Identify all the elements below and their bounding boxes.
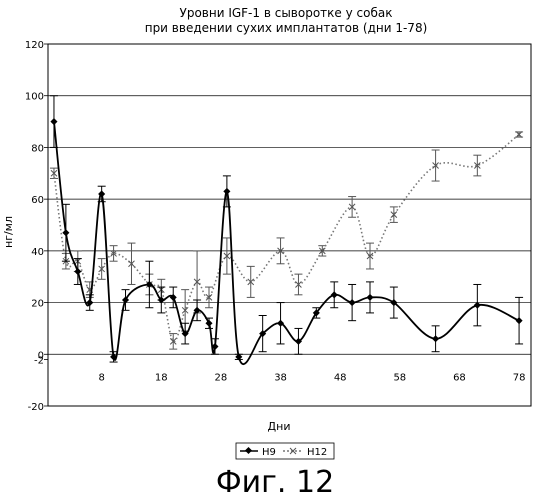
x-axis-ticks: 8 18 28 38 48 58 68 78 bbox=[98, 372, 525, 383]
plot-area bbox=[48, 44, 531, 406]
y-tick-label: 40 bbox=[31, 247, 44, 258]
data-point-h9 bbox=[62, 229, 69, 236]
y-axis-ticks: -20-2020406080100120 bbox=[25, 40, 48, 413]
x-tick-label: 78 bbox=[513, 372, 526, 383]
x-tick-label: 38 bbox=[274, 372, 287, 383]
series-h9 bbox=[50, 96, 523, 364]
y-tick-label: 80 bbox=[31, 143, 44, 154]
x-tick-label: 68 bbox=[453, 372, 466, 383]
x-tick-label: 18 bbox=[155, 372, 168, 383]
y-tick-label: -20 bbox=[28, 402, 44, 413]
data-point-h9 bbox=[74, 268, 81, 275]
y-axis-label: нг/мл bbox=[2, 216, 15, 248]
y-tick-label: 60 bbox=[31, 195, 44, 206]
x-tick-label: 28 bbox=[215, 372, 228, 383]
chart-title-line1: Уровни IGF-1 в сыворотке у собак bbox=[180, 6, 393, 20]
x-tick-label: 48 bbox=[334, 372, 347, 383]
figure-caption: Фиг. 12 bbox=[216, 465, 334, 499]
data-point-h9 bbox=[331, 291, 338, 298]
series-line-h9 bbox=[54, 122, 519, 365]
y-tick-label: 20 bbox=[31, 299, 44, 310]
data-point-h9 bbox=[349, 299, 356, 306]
chart-title-line2: при введении сухих имплантатов (дни 1-78… bbox=[145, 21, 428, 35]
data-point-h9 bbox=[516, 317, 523, 324]
x-tick-label: 58 bbox=[393, 372, 406, 383]
series-layer bbox=[50, 96, 523, 364]
data-point-h9 bbox=[223, 188, 230, 195]
y-tick-label: 0 bbox=[38, 350, 44, 361]
gridlines bbox=[48, 44, 531, 354]
data-point-h9 bbox=[205, 320, 212, 327]
data-point-h9 bbox=[50, 118, 57, 125]
data-point-h9 bbox=[432, 335, 439, 342]
legend: H9 H12 bbox=[236, 443, 334, 459]
x-axis-label: Дни bbox=[268, 420, 291, 433]
legend-label-h9: H9 bbox=[262, 447, 276, 458]
legend-label-h12: H12 bbox=[307, 447, 327, 458]
y-tick-label: 120 bbox=[25, 40, 44, 51]
data-point-h9 bbox=[366, 294, 373, 301]
y-tick-label: 100 bbox=[25, 92, 44, 103]
x-tick-label: 8 bbox=[98, 372, 104, 383]
